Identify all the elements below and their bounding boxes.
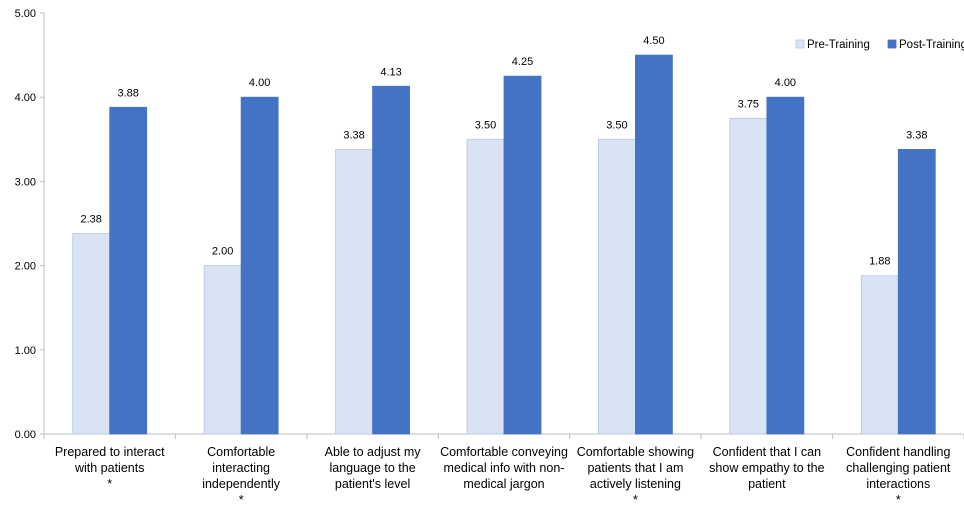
category-label-line: patient's level [335, 477, 410, 491]
bar-post-training [766, 96, 805, 435]
y-tick-label: 3.00 [15, 176, 36, 188]
bar-pre-training [598, 138, 636, 435]
category-label-line: * [633, 493, 638, 506]
data-label: 2.00 [212, 246, 233, 258]
legend-label-post-training: Post-Training [899, 39, 964, 51]
data-label: 4.13 [380, 66, 401, 78]
data-label: 3.88 [118, 87, 139, 99]
bars [72, 54, 936, 435]
bar-pre-training [729, 117, 768, 435]
data-labels: 2.38 2.00 3.38 3.50 3.50 3.75 1.88 3.88 4.00 4.13… [81, 35, 928, 268]
bar-post-training [503, 75, 542, 435]
legend: Pre-Training Post-Training [795, 39, 964, 51]
bar-pre-training [335, 149, 373, 435]
category-label-line: Confident handling [846, 445, 950, 459]
data-label: 3.75 [738, 98, 759, 110]
category-label-line: challenging patient [846, 461, 951, 475]
category-label-line: language to the [329, 461, 415, 475]
data-label: 3.50 [606, 119, 627, 131]
data-label: 4.00 [775, 77, 796, 89]
y-tick-label: 1.00 [15, 345, 36, 357]
bar-pre-training [72, 233, 111, 435]
category-label-line: show empathy to the [709, 461, 824, 475]
category-label: Able to adjust my language to the patient'… [325, 445, 422, 491]
category-label-line: medical info with non- [444, 461, 565, 475]
category-label-line: * [107, 477, 112, 491]
category-label-line: Confident that I can [713, 445, 821, 459]
category-label-line: patient [748, 477, 786, 491]
data-label: 4.50 [643, 35, 664, 47]
category-label: Comfortable conveying medical info with n… [440, 445, 568, 491]
bar-pre-training [466, 138, 505, 435]
category-label-line: * [896, 493, 901, 506]
category-labels: Prepared to interact with patients *Comfor… [55, 445, 951, 506]
category-label: Confident handling challenging patient int… [846, 445, 951, 506]
legend-label-pre-training: Pre-Training [807, 39, 870, 51]
category-label-line: * [239, 493, 244, 506]
bar-pre-training [203, 265, 242, 435]
category-label: Comfortable showing patients that I am act… [577, 445, 694, 506]
legend-swatch-pre-training [795, 39, 805, 49]
data-label: 3.38 [343, 129, 364, 141]
bar-post-training [635, 54, 673, 435]
bar-pre-training [860, 275, 899, 435]
category-label-line: Comfortable [207, 445, 275, 459]
bar-post-training [372, 85, 410, 435]
data-label: 4.25 [512, 56, 533, 68]
legend-swatch-post-training [887, 39, 897, 49]
category-label: Confident that I can show empathy to the p… [709, 445, 824, 491]
category-label-line: independently [202, 477, 281, 491]
y-tick-label: 4.00 [15, 92, 36, 104]
category-label-line: Comfortable conveying [440, 445, 568, 459]
data-label: 1.88 [869, 256, 890, 268]
category-label-line: medical jargon [463, 477, 544, 491]
bar-post-training [897, 149, 936, 435]
category-label: Prepared to interact with patients * [55, 445, 165, 491]
y-tick-label: 2.00 [15, 261, 36, 273]
category-label-line: Prepared to interact [55, 445, 165, 459]
data-label: 4.00 [249, 77, 270, 89]
category-label-line: Able to adjust my [325, 445, 422, 459]
data-label: 3.38 [906, 129, 927, 141]
category-label: Comfortable interacting independently * [202, 445, 281, 506]
category-label-line: actively listening [590, 477, 681, 491]
category-label-line: patients that I am [587, 461, 683, 475]
data-label: 3.50 [475, 119, 496, 131]
bar-post-training [109, 106, 148, 435]
category-label-line: interacting [212, 461, 270, 475]
y-tick-label: 0.00 [15, 429, 36, 441]
category-label-line: with patients [74, 461, 144, 475]
category-label-line: Comfortable showing [577, 445, 694, 459]
bar-post-training [240, 96, 279, 435]
y-tick-label: 5.00 [15, 8, 36, 20]
axes: 0.00 1.00 2.00 3.00 4.00 5.00 [15, 8, 964, 441]
category-label-line: interactions [866, 477, 930, 491]
data-label: 2.38 [81, 214, 102, 226]
